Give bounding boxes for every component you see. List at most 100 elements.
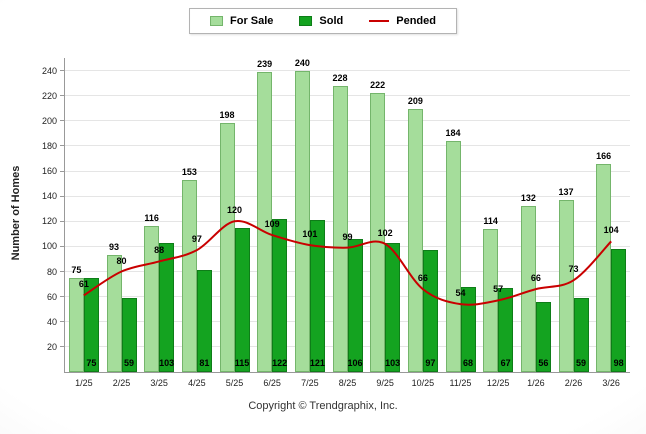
legend: For Sale Sold Pended xyxy=(189,8,457,34)
for-sale-value-label: 93 xyxy=(108,242,119,253)
pended-value-label: 54 xyxy=(455,288,466,299)
x-tick-label: 3/25 xyxy=(150,378,168,388)
for-sale-value-label: 222 xyxy=(370,80,386,91)
sold-value-label: 121 xyxy=(309,358,325,368)
x-tick-label: 5/25 xyxy=(225,378,244,388)
y-tick-mark xyxy=(60,321,65,323)
y-tick-mark xyxy=(60,346,65,348)
x-tick-label: 12/25 xyxy=(486,378,510,388)
y-tick-label: 80 xyxy=(46,266,57,277)
sold-bar xyxy=(385,242,401,372)
for-sale-value-label: 228 xyxy=(332,72,348,83)
sold-value-label: 75 xyxy=(86,358,97,368)
x-tick-label: 9/25 xyxy=(376,378,394,388)
x-tick-label: 7/25 xyxy=(301,378,319,388)
legend-item-pended: Pended xyxy=(369,15,436,27)
for-sale-bar xyxy=(106,255,122,372)
y-tick-mark xyxy=(60,271,65,273)
y-tick-label: 60 xyxy=(46,291,57,302)
y-tick-mark xyxy=(60,220,65,222)
for-sale-value-label: 75 xyxy=(71,264,82,275)
sold-bar xyxy=(234,227,250,372)
footer-copyright: Copyright © Trendgraphix, Inc. xyxy=(248,400,398,412)
y-tick-label: 160 xyxy=(41,166,57,177)
sold-value-label: 56 xyxy=(538,358,549,368)
gridline xyxy=(65,145,630,147)
y-tick-label: 180 xyxy=(41,140,57,151)
y-tick-mark xyxy=(60,95,65,97)
for-sale-value-label: 240 xyxy=(294,57,310,68)
x-tick-label: 8/25 xyxy=(338,378,357,388)
x-tick-label: 1/26 xyxy=(527,378,545,388)
for-sale-value-label: 198 xyxy=(219,110,235,121)
sold-value-label: 106 xyxy=(347,358,363,368)
gridline xyxy=(65,195,630,197)
sold-bar xyxy=(196,270,212,372)
sold-value-label: 122 xyxy=(272,358,288,368)
y-tick-mark xyxy=(60,120,65,122)
pended-value-label: 88 xyxy=(154,245,165,256)
pended-value-label: 57 xyxy=(493,284,504,295)
gridline xyxy=(65,170,630,172)
for-sale-bar xyxy=(407,109,423,372)
pended-value-label: 120 xyxy=(226,205,243,216)
gridline xyxy=(65,95,630,97)
pended-value-label: 109 xyxy=(264,219,280,230)
gridline xyxy=(65,120,630,122)
pended-swatch-icon xyxy=(369,20,390,22)
y-tick-label: 40 xyxy=(46,316,57,327)
for-sale-bar xyxy=(483,228,499,372)
y-tick-mark xyxy=(60,70,65,72)
sold-bar xyxy=(159,242,175,372)
sold-value-label: 115 xyxy=(234,358,250,368)
legend-item-sold: Sold xyxy=(299,15,343,27)
pended-value-label: 101 xyxy=(302,229,318,240)
legend-label-for-sale: For Sale xyxy=(230,15,274,27)
sold-value-label: 59 xyxy=(123,358,134,368)
y-tick-mark xyxy=(60,145,65,147)
sold-bar xyxy=(422,250,438,372)
for-sale-bar xyxy=(219,123,235,372)
y-tick-mark xyxy=(60,195,65,197)
pended-value-label: 80 xyxy=(116,255,127,266)
y-axis-label: Number of Homes xyxy=(10,165,22,261)
for-sale-bar xyxy=(558,199,574,372)
sold-value-label: 67 xyxy=(500,358,511,368)
y-tick-mark xyxy=(60,245,65,247)
pended-value-label: 102 xyxy=(377,227,393,238)
for-sale-bar xyxy=(596,163,612,372)
for-sale-value-label: 166 xyxy=(596,150,612,161)
x-tick-label: 10/25 xyxy=(411,378,435,388)
sold-value-label: 98 xyxy=(613,358,624,368)
x-tick-label: 3/26 xyxy=(602,378,620,388)
y-tick-label: 20 xyxy=(46,341,57,352)
y-tick-mark xyxy=(60,170,65,172)
x-tick-label: 2/25 xyxy=(112,378,131,388)
for-sale-value-label: 239 xyxy=(257,58,273,69)
sold-bar xyxy=(309,220,325,372)
plot-area xyxy=(64,58,630,373)
for-sale-bar xyxy=(520,206,536,372)
for-sale-value-label: 153 xyxy=(181,166,197,177)
for-sale-bar xyxy=(294,70,310,372)
x-tick-label: 4/25 xyxy=(188,378,206,388)
pended-value-label: 104 xyxy=(603,225,619,236)
y-tick-label: 220 xyxy=(41,90,57,101)
for-sale-bar xyxy=(332,85,348,372)
for-sale-swatch-icon xyxy=(210,16,224,26)
sold-bar xyxy=(347,238,363,372)
sold-value-label: 81 xyxy=(199,358,210,368)
legend-item-for-sale: For Sale xyxy=(210,15,273,27)
for-sale-value-label: 132 xyxy=(520,193,536,204)
x-tick-label: 11/25 xyxy=(449,378,472,388)
sold-bar xyxy=(272,218,288,372)
y-tick-label: 240 xyxy=(41,65,57,76)
sold-value-label: 59 xyxy=(575,358,586,368)
for-sale-value-label: 137 xyxy=(558,186,574,197)
y-tick-label: 120 xyxy=(41,216,57,227)
pended-value-label: 61 xyxy=(78,279,89,290)
y-tick-label: 200 xyxy=(41,115,57,126)
for-sale-value-label: 209 xyxy=(407,96,423,107)
for-sale-value-label: 114 xyxy=(483,215,498,226)
